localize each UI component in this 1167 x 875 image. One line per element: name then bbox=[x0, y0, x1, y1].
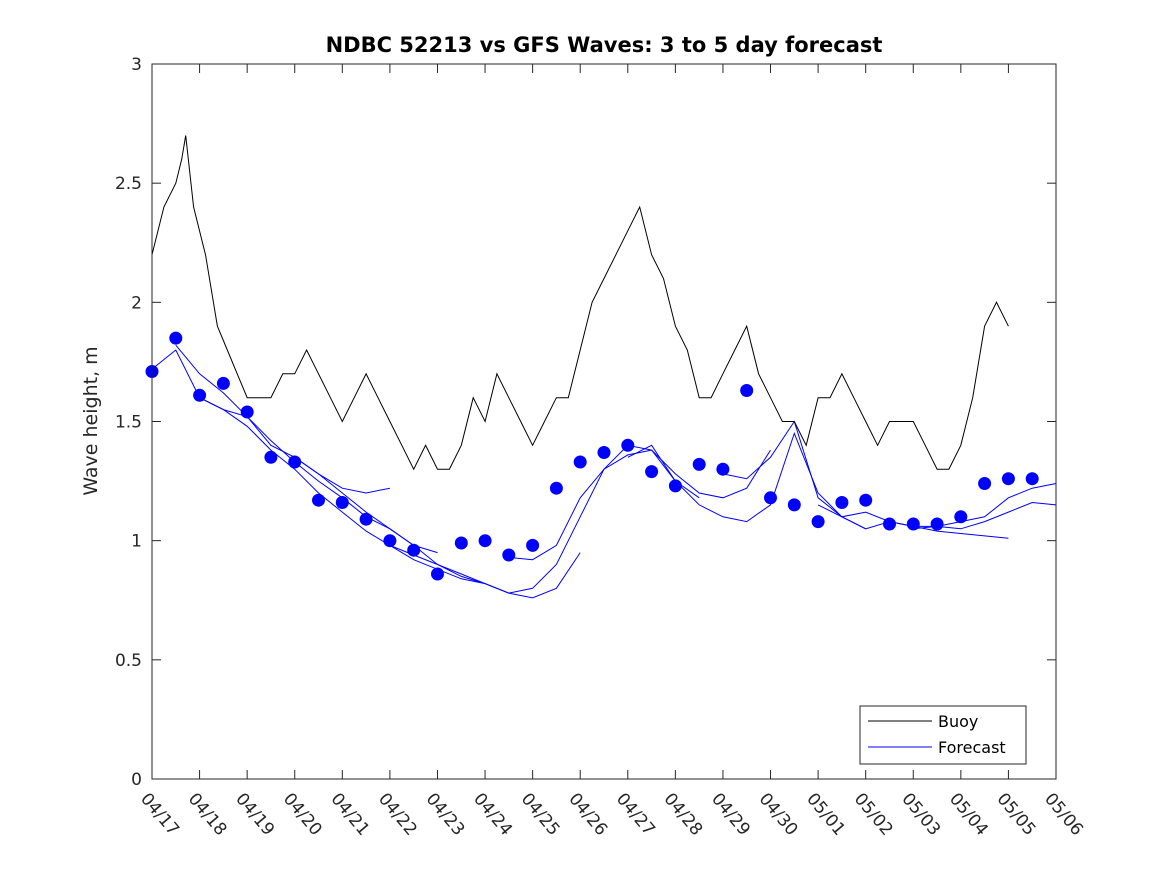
y-tick-label: 0 bbox=[131, 770, 142, 790]
y-tick-label: 0.5 bbox=[115, 651, 142, 671]
forecast-point bbox=[502, 548, 516, 562]
forecast-point bbox=[1025, 472, 1039, 486]
forecast-point bbox=[216, 376, 230, 390]
forecast-line bbox=[722, 420, 1009, 539]
axes-background bbox=[152, 64, 1056, 779]
forecast-point bbox=[740, 384, 754, 397]
forecast-point bbox=[859, 493, 873, 507]
forecast-point bbox=[407, 543, 421, 557]
forecast-point bbox=[1001, 472, 1015, 486]
chart-title: NDBC 52213 vs GFS Waves: 3 to 5 day fore… bbox=[326, 33, 883, 57]
forecast-point bbox=[716, 462, 730, 476]
forecast-point bbox=[835, 496, 849, 509]
forecast-point bbox=[954, 510, 968, 524]
legend-forecast-label: Forecast bbox=[938, 738, 1006, 757]
forecast-point bbox=[645, 465, 659, 479]
forecast-line bbox=[508, 449, 771, 561]
y-tick-label: 1.5 bbox=[115, 413, 142, 433]
y-tick-label: 2 bbox=[131, 293, 142, 313]
forecast-point bbox=[978, 477, 992, 490]
forecast-point bbox=[383, 534, 397, 548]
forecast-point bbox=[359, 512, 373, 526]
legend-box bbox=[859, 705, 1027, 765]
forecast-point bbox=[478, 534, 492, 548]
buoy-line bbox=[151, 135, 1009, 471]
forecast-point bbox=[288, 455, 302, 469]
forecast-point bbox=[597, 446, 611, 459]
y-tick-label: 1 bbox=[131, 532, 142, 552]
forecast-point bbox=[193, 388, 207, 402]
forecast-point bbox=[264, 450, 278, 464]
forecast-point bbox=[811, 515, 825, 529]
forecast-point bbox=[549, 481, 563, 495]
forecast-point bbox=[454, 536, 468, 550]
y-tick-label: 3 bbox=[131, 55, 142, 75]
forecast-point bbox=[526, 538, 540, 552]
forecast-line bbox=[389, 444, 700, 594]
forecast-point bbox=[906, 517, 920, 531]
y-axis-label: Wave height, m bbox=[80, 346, 102, 495]
forecast-point bbox=[883, 517, 896, 531]
y-tick-label: 2.5 bbox=[115, 174, 142, 194]
forecast-point bbox=[573, 455, 587, 469]
forecast-point bbox=[787, 498, 801, 512]
forecast-line bbox=[627, 431, 866, 530]
legend-buoy-label: Buoy bbox=[938, 712, 978, 731]
forecast-point bbox=[240, 405, 254, 419]
forecast-point bbox=[621, 438, 635, 452]
forecast-point bbox=[312, 493, 325, 507]
forecast-point bbox=[930, 517, 944, 531]
forecast-point bbox=[335, 496, 349, 509]
forecast-point bbox=[692, 457, 706, 471]
forecast-point bbox=[169, 331, 183, 345]
forecast-point bbox=[764, 491, 777, 505]
series-layer bbox=[145, 135, 1057, 599]
forecast-point bbox=[668, 479, 682, 493]
legend: Buoy Forecast bbox=[859, 705, 1027, 765]
forecast-line bbox=[151, 349, 390, 494]
forecast-point bbox=[431, 567, 444, 581]
